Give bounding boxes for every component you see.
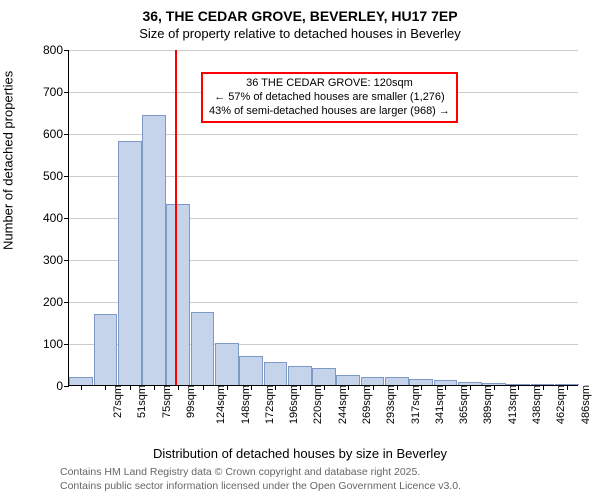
xtick-label: 389sqm <box>483 385 495 424</box>
xtick-label: 27sqm <box>112 385 124 418</box>
histogram-bar <box>118 141 142 385</box>
xtick-mark <box>470 385 471 390</box>
xtick-mark <box>105 385 106 390</box>
histogram-bar <box>482 383 506 385</box>
xtick-mark <box>275 385 276 390</box>
xtick-mark <box>494 385 495 390</box>
attribution-text: Contains HM Land Registry data © Crown c… <box>60 466 461 493</box>
histogram-bar <box>142 115 166 385</box>
xtick-label: 75sqm <box>161 385 173 418</box>
xtick-mark <box>154 385 155 390</box>
x-axis-label: Distribution of detached houses by size … <box>0 446 600 461</box>
histogram-bar <box>555 384 579 385</box>
ytick-label: 800 <box>29 43 63 57</box>
xtick-mark <box>300 385 301 390</box>
xtick-label: 124sqm <box>215 385 227 424</box>
histogram-bar <box>385 377 409 385</box>
ytick-label: 0 <box>29 379 63 393</box>
marker-line <box>175 50 177 385</box>
xtick-mark <box>251 385 252 390</box>
histogram-bar <box>69 377 93 385</box>
xtick-mark <box>227 385 228 390</box>
xtick-label: 148sqm <box>240 385 252 424</box>
ytick-label: 100 <box>29 337 63 351</box>
attribution-line: Contains public sector information licen… <box>60 480 461 494</box>
xtick-label: 341sqm <box>434 385 446 424</box>
ytick-mark <box>64 386 69 387</box>
histogram-bar <box>434 380 458 385</box>
xtick-mark <box>397 385 398 390</box>
xtick-label: 438sqm <box>531 385 543 424</box>
annotation-line: 43% of semi-detached houses are larger (… <box>209 105 450 119</box>
histogram-bar <box>166 204 190 385</box>
xtick-label: 51sqm <box>136 385 148 418</box>
xtick-label: 220sqm <box>313 385 325 424</box>
histogram-bar <box>239 356 263 385</box>
xtick-mark <box>421 385 422 390</box>
histogram-bar <box>288 366 312 385</box>
ytick-label: 300 <box>29 253 63 267</box>
annotation-line: 36 THE CEDAR GROVE: 120sqm <box>209 77 450 91</box>
xtick-mark <box>373 385 374 390</box>
attribution-line: Contains HM Land Registry data © Crown c… <box>60 466 461 480</box>
histogram-bar <box>409 379 433 385</box>
xtick-mark <box>445 385 446 390</box>
xtick-label: 365sqm <box>458 385 470 424</box>
histogram-bar <box>312 368 336 385</box>
xtick-mark <box>324 385 325 390</box>
histogram-bar <box>191 312 215 386</box>
xtick-mark <box>567 385 568 390</box>
xtick-mark <box>81 385 82 390</box>
marker-annotation: 36 THE CEDAR GROVE: 120sqm← 57% of detac… <box>201 72 458 123</box>
xtick-label: 99sqm <box>185 385 197 418</box>
histogram-bar <box>215 343 239 385</box>
xtick-label: 486sqm <box>580 385 592 424</box>
xtick-label: 269sqm <box>361 385 373 424</box>
chart-subtitle: Size of property relative to detached ho… <box>0 26 600 41</box>
xtick-label: 462sqm <box>555 385 567 424</box>
histogram-bar <box>531 384 555 385</box>
xtick-mark <box>543 385 544 390</box>
histogram-bar <box>506 384 530 385</box>
chart-title: 36, THE CEDAR GROVE, BEVERLEY, HU17 7EP <box>0 8 600 24</box>
xtick-mark <box>178 385 179 390</box>
xtick-mark <box>203 385 204 390</box>
xtick-mark <box>518 385 519 390</box>
xtick-label: 196sqm <box>288 385 300 424</box>
ytick-label: 600 <box>29 127 63 141</box>
ytick-label: 200 <box>29 295 63 309</box>
xtick-label: 172sqm <box>264 385 276 424</box>
histogram-bar <box>94 314 118 385</box>
xtick-mark <box>348 385 349 390</box>
annotation-line: ← 57% of detached houses are smaller (1,… <box>209 91 450 105</box>
histogram-bar <box>264 362 288 385</box>
ytick-label: 700 <box>29 85 63 99</box>
xtick-label: 413sqm <box>507 385 519 424</box>
histogram-bar <box>361 377 385 385</box>
ytick-label: 400 <box>29 211 63 225</box>
xtick-label: 293sqm <box>385 385 397 424</box>
chart-container: { "title": "36, THE CEDAR GROVE, BEVERLE… <box>0 0 600 500</box>
ytick-label: 500 <box>29 169 63 183</box>
histogram-bar <box>458 382 482 385</box>
xtick-label: 317sqm <box>410 385 422 424</box>
xtick-mark <box>130 385 131 390</box>
plot-area: 010020030040050060070080027sqm51sqm75sqm… <box>68 50 578 386</box>
y-axis-label: Number of detached properties <box>1 71 16 250</box>
histogram-bar <box>336 375 360 386</box>
xtick-label: 244sqm <box>337 385 349 424</box>
